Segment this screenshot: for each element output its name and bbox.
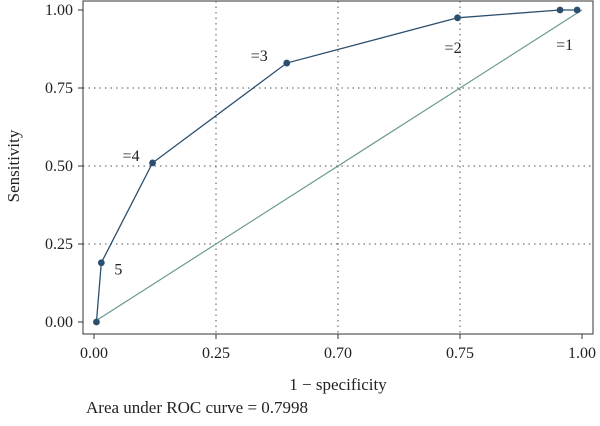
point-label-4: =2 — [445, 40, 462, 57]
x-axis-label: 1 − specificity — [289, 375, 387, 394]
x-tick-label-2: 0.70 — [324, 345, 352, 362]
roc-point-3 — [283, 59, 291, 67]
x-tick-label-4: 1.00 — [568, 345, 596, 362]
grid-lines — [83, 1, 593, 334]
reference-diagonal-line — [93, 9, 583, 323]
x-axis-ticks: 0.00 0.25 0.70 0.75 1.00 — [80, 334, 596, 362]
y-axis-label: Sensitivity — [4, 129, 23, 202]
roc-point-0 — [93, 318, 100, 326]
roc-point-labels: 5 =4 =3 =2 =1 — [114, 37, 573, 279]
point-label-6: =1 — [556, 37, 573, 54]
roc-point-5 — [556, 6, 564, 14]
y-tick-label-4: 1.00 — [45, 2, 73, 19]
auc-annotation: Area under ROC curve = 0.7998 — [86, 398, 309, 417]
roc-points — [93, 6, 581, 326]
roc-point-4 — [454, 14, 461, 22]
point-label-3: =3 — [251, 48, 268, 65]
y-tick-label-2: 0.50 — [45, 158, 73, 175]
x-tick-label-1: 0.25 — [202, 345, 230, 362]
x-tick-label-3: 0.75 — [446, 345, 474, 362]
y-tick-label-3: 0.75 — [45, 80, 73, 97]
y-tick-label-1: 0.25 — [45, 236, 73, 253]
point-label-1: 5 — [114, 262, 122, 279]
x-tick-label-0: 0.00 — [80, 345, 108, 362]
roc-point-1 — [97, 259, 105, 267]
y-tick-label-0: 0.00 — [45, 314, 73, 331]
roc-point-6 — [573, 6, 581, 14]
point-label-2: =4 — [123, 148, 140, 165]
y-axis-ticks: 0.00 0.25 0.50 0.75 1.00 — [45, 2, 83, 331]
roc-point-2 — [149, 159, 156, 167]
